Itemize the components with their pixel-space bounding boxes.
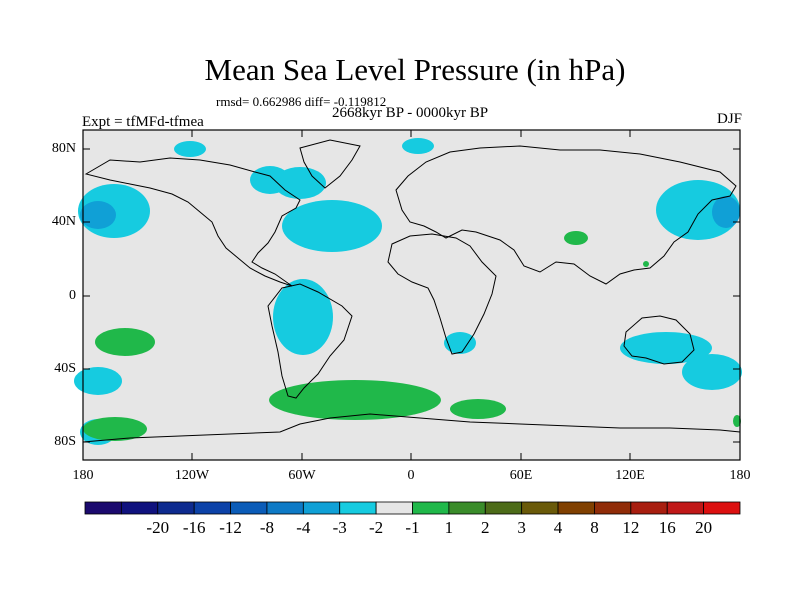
colorbar-swatch <box>157 501 195 515</box>
colorbar-swatch <box>594 501 632 515</box>
anomaly-patch <box>402 138 434 154</box>
lat-label: 80N <box>51 141 76 156</box>
colorbar-label: 8 <box>590 518 599 537</box>
colorbar-swatch <box>666 501 705 515</box>
anomaly-patch <box>450 399 506 419</box>
north-america-coast <box>84 157 301 287</box>
colorbar <box>84 501 741 515</box>
time-period: 2668kyr BP - 0000kyr BP <box>331 105 489 121</box>
lat-label: 40N <box>51 214 76 229</box>
colorbar-label: 1 <box>444 518 454 537</box>
coastlines <box>82 139 741 443</box>
anomaly-patch <box>83 417 147 441</box>
colorbar-swatch <box>84 501 122 515</box>
colorbar-label: -1 <box>405 518 420 537</box>
lat-label: 0 <box>69 288 76 303</box>
anomaly-patch <box>274 167 326 199</box>
rmsd-diff-stats: rmsd= 0.662986 diff= -0.119812 <box>216 94 387 109</box>
colorbar-swatch <box>703 501 741 515</box>
colorbar-swatch <box>375 501 413 515</box>
greenland-coast <box>299 139 361 189</box>
colorbar-swatch <box>120 501 159 515</box>
anomaly-patch <box>444 332 476 354</box>
colorbar-swatch <box>412 501 450 515</box>
colorbar-swatch <box>302 501 341 515</box>
lon-label: 60W <box>288 468 316 483</box>
anomaly-patch <box>174 141 206 157</box>
colorbar-swatch <box>230 501 268 515</box>
colorbar-label: -16 <box>182 518 206 537</box>
season-label: DJF <box>716 111 742 127</box>
colorbar-label: -3 <box>332 518 347 537</box>
lat-label: 40S <box>54 361 76 376</box>
anomaly-patch <box>682 354 742 390</box>
lon-label: 120W <box>174 468 210 483</box>
axis-ticks <box>83 130 740 460</box>
colorbar-label: -8 <box>259 518 275 537</box>
colorbar-label: -20 <box>146 518 170 537</box>
colorbar-label: 20 <box>695 518 713 537</box>
colorbar-swatch <box>448 501 486 515</box>
africa-coast <box>387 233 497 355</box>
antarctica-coast <box>82 413 741 443</box>
colorbar-label: 4 <box>553 518 563 537</box>
anomaly-patch <box>643 261 649 267</box>
anomaly-core <box>80 201 116 229</box>
colorbar-swatch <box>630 501 668 515</box>
colorbar-swatch <box>339 501 377 515</box>
colorbar-label: 3 <box>517 518 526 537</box>
lon-label: 0 <box>407 468 415 483</box>
anomaly-patch <box>733 415 741 427</box>
anomaly-core <box>712 196 740 228</box>
lon-label: 180 <box>729 468 751 483</box>
anomaly-patch <box>74 367 122 395</box>
lon-label: 120E <box>615 468 645 483</box>
colorbar-label: -2 <box>369 518 384 537</box>
anomaly-patch <box>282 200 382 252</box>
anomaly-patch <box>620 332 712 364</box>
colorbar-swatch <box>484 501 523 515</box>
colorbar-swatch <box>193 501 231 515</box>
experiment-label: Expt = tfMFd-tfmea <box>82 114 204 130</box>
colorbar-swatch <box>557 501 595 515</box>
colorbar-label: -12 <box>219 518 242 537</box>
anomaly-patch <box>273 279 333 355</box>
anomaly-patch <box>269 380 441 420</box>
map-title: Mean Sea Level Pressure (in hPa) <box>204 52 626 87</box>
colorbar-label: -4 <box>296 518 311 537</box>
south-america-coast <box>267 283 353 399</box>
australia-coast <box>623 315 695 365</box>
positive-anomalies <box>83 231 741 441</box>
colorbar-label: 12 <box>622 518 640 537</box>
anomaly-patch <box>95 328 155 356</box>
lon-label: 60E <box>509 468 533 483</box>
lon-label: 180 <box>72 468 94 483</box>
colorbar-label: 16 <box>658 518 676 537</box>
lat-label: 80S <box>54 434 76 449</box>
colorbar-swatch <box>266 501 304 515</box>
anomaly-patch <box>564 231 588 245</box>
colorbar-label: 2 <box>481 518 490 537</box>
colorbar-swatch <box>521 501 559 515</box>
eurasia-coast <box>395 145 737 285</box>
